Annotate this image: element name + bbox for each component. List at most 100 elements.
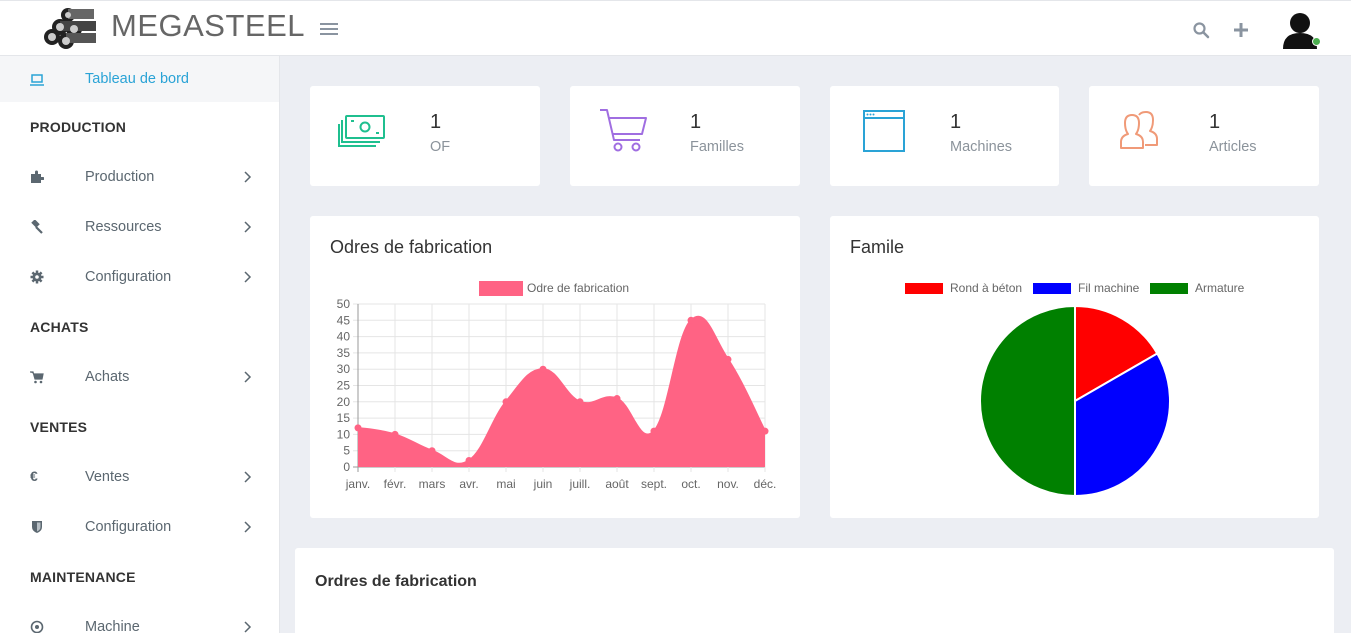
sidebar-item-configuration-production[interactable]: Configuration <box>0 257 279 297</box>
section-maintenance: MAINTENANCE <box>30 569 136 585</box>
stat-value: 1 <box>690 111 702 133</box>
card-title: Odres de fabrication <box>330 237 493 257</box>
data-point <box>391 430 399 438</box>
online-status-dot <box>1312 37 1321 46</box>
chevron-right-icon <box>244 621 252 633</box>
x-tick-label: oct. <box>681 477 700 491</box>
y-tick-label: 45 <box>337 313 351 327</box>
section-ventes: VENTES <box>30 419 88 435</box>
sidebar-item-dashboard[interactable]: Tableau de bord <box>0 56 279 102</box>
legend-label: Fil machine <box>1078 281 1140 295</box>
pie-chart: Rond à béton Fil machine Armature <box>905 281 1245 498</box>
x-tick-label: juill. <box>569 477 591 491</box>
cart-icon <box>600 109 647 152</box>
table-title: Ordres de fabrication <box>315 573 477 590</box>
sidebar-item-ressources[interactable]: Ressources <box>0 207 279 247</box>
shield-icon <box>32 521 42 533</box>
stat-label: Familles <box>690 139 744 155</box>
stat-card-machines[interactable]: 1 Machines <box>830 86 1059 186</box>
y-tick-label: 30 <box>337 362 351 376</box>
stat-label: Machines <box>950 139 1013 155</box>
x-tick-label: août <box>605 477 629 491</box>
data-point <box>502 398 510 406</box>
chevron-right-icon <box>244 521 252 533</box>
sidebar-item-configuration-ventes[interactable]: Configuration <box>0 507 279 547</box>
top-header: MEGASTEEL <box>0 0 1351 56</box>
data-point <box>650 427 658 435</box>
data-point <box>428 447 436 455</box>
money-icon <box>338 115 385 147</box>
legend-swatch <box>905 283 943 294</box>
legend-label: Rond à béton <box>950 281 1022 295</box>
y-tick-label: 15 <box>337 411 351 425</box>
chart-card-famille: Famile Rond à béton Fil machine Armature <box>830 216 1319 518</box>
puzzle-icon <box>31 170 44 183</box>
y-tick-label: 20 <box>337 395 351 409</box>
sidebar-item-ventes[interactable]: € Ventes <box>0 457 279 497</box>
add-icon[interactable] <box>1232 21 1250 39</box>
data-point <box>613 395 621 403</box>
data-point <box>354 424 362 432</box>
gavel-icon <box>31 220 43 234</box>
users-icon <box>1120 111 1158 149</box>
legend-label: Odre de fabrication <box>527 281 629 295</box>
browser-window-icon <box>863 110 905 152</box>
legend-swatch <box>479 281 523 296</box>
euro-icon: € <box>30 468 38 484</box>
sidebar-item-label: Ventes <box>85 469 130 485</box>
legend-label: Armature <box>1195 281 1245 295</box>
stat-card-articles[interactable]: 1 Articles <box>1089 86 1319 186</box>
sidebar-item-production[interactable]: Production <box>0 157 279 197</box>
menu-toggle-button[interactable] <box>320 23 338 37</box>
card-title: Famile <box>850 237 905 257</box>
legend-swatch <box>1033 283 1071 294</box>
sidebar: Tableau de bord PRODUCTION Production Re… <box>0 56 280 633</box>
data-point <box>576 398 584 406</box>
y-tick-label: 50 <box>337 297 351 311</box>
stat-card-familles[interactable]: 1 Familles <box>570 86 800 186</box>
data-point <box>465 456 473 464</box>
sidebar-item-label: Production <box>85 169 155 185</box>
pie-slice <box>1074 304 1159 403</box>
sidebar-item-label: Tableau de bord <box>85 71 189 87</box>
stat-label: Articles <box>1209 139 1257 155</box>
x-tick-label: févr. <box>384 477 407 491</box>
sidebar-item-label: Machine <box>85 619 140 633</box>
table-card-ordres: Ordres de fabrication <box>295 548 1334 633</box>
stat-card-of[interactable]: 1 OF <box>310 86 540 186</box>
x-tick-label: déc. <box>754 477 777 491</box>
x-tick-label: mai <box>496 477 515 491</box>
pie-slice <box>979 304 1076 498</box>
y-tick-label: 40 <box>337 330 351 344</box>
stat-value: 1 <box>430 111 442 133</box>
x-tick-label: nov. <box>717 477 739 491</box>
sidebar-item-label: Configuration <box>85 269 172 285</box>
sidebar-item-achats[interactable]: Achats <box>0 357 279 397</box>
data-point <box>687 316 695 324</box>
sidebar-item-label: Configuration <box>85 519 172 535</box>
x-tick-label: sept. <box>641 477 667 491</box>
legend-swatch <box>1150 283 1188 294</box>
chevron-right-icon <box>244 171 252 183</box>
chevron-right-icon <box>244 371 252 383</box>
brand-name: MEGASTEEL <box>111 8 305 43</box>
chart-card-ordres: Odres de fabrication Odre de fabrication… <box>310 216 800 518</box>
gear-icon <box>30 270 44 284</box>
sidebar-item-machine[interactable]: Machine <box>0 607 279 633</box>
x-tick-label: avr. <box>459 477 478 491</box>
section-achats: ACHATS <box>30 319 89 335</box>
user-avatar[interactable] <box>1280 11 1320 51</box>
x-tick-label: janv. <box>345 477 370 491</box>
y-tick-label: 10 <box>337 427 351 441</box>
stat-label: OF <box>430 139 451 155</box>
laptop-icon <box>30 74 44 86</box>
search-icon[interactable] <box>1192 21 1210 39</box>
sidebar-item-label: Achats <box>85 369 130 385</box>
stat-value: 1 <box>1209 111 1221 133</box>
cart-icon <box>30 371 44 384</box>
data-point <box>761 427 769 435</box>
chevron-right-icon <box>244 471 252 483</box>
sidebar-item-label: Ressources <box>85 219 162 235</box>
y-tick-label: 5 <box>343 444 350 458</box>
y-tick-label: 0 <box>343 460 350 474</box>
